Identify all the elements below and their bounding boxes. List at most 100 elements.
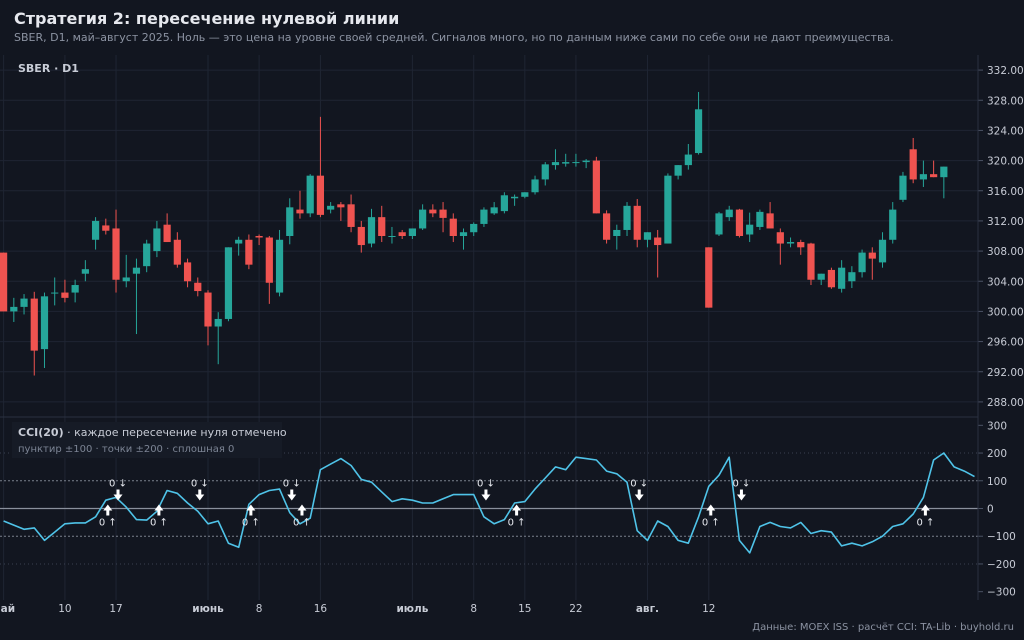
candle <box>378 205 386 243</box>
candle <box>132 258 141 335</box>
candle <box>889 202 897 244</box>
candle-body <box>102 225 110 231</box>
arrow-up-icon <box>706 504 716 516</box>
candle-body <box>163 224 171 243</box>
candle <box>643 232 652 248</box>
price-tick-label: 300.00 <box>987 306 1024 318</box>
candle <box>71 279 79 303</box>
price-y-axis: 288.00 292.00 296.00 300.00 304.00 308.00 312.… <box>978 65 1024 409</box>
crossing-label: 0 ↓ <box>191 479 209 490</box>
candle <box>786 237 795 248</box>
candle <box>183 258 192 288</box>
price-tick-label: 304.00 <box>987 276 1024 288</box>
crossing-markers: 0 ↑ 0 ↓ 0 ↑ 0 ↓ 0 ↑ 0 ↓ 0 ↑ 0 ↓ 0 ↑ 0 ↓ 0 ↑ 0 ↓ 0 ↑ <box>99 479 935 529</box>
candle <box>143 239 151 273</box>
candle <box>153 220 161 258</box>
candle-body <box>511 196 519 199</box>
price-tick-label: 332.00 <box>987 65 1024 77</box>
x-tick-label: июль <box>396 603 428 615</box>
candle <box>541 162 549 186</box>
candle-body <box>173 239 181 265</box>
x-tick-label: 17 <box>109 603 122 615</box>
candle <box>562 153 570 167</box>
crossing-label: 0 ↑ <box>508 518 526 529</box>
candle-body <box>153 228 161 252</box>
page-subtitle: SBER, D1, май–август 2025. Ноль — это це… <box>14 31 894 44</box>
cci-tick-label: 0 <box>987 504 994 516</box>
candle-body <box>746 224 754 235</box>
arrow-up-icon <box>154 504 164 516</box>
arrow-down-icon <box>113 489 123 501</box>
candle-body <box>194 282 202 292</box>
candle <box>10 297 18 322</box>
candle <box>173 232 181 268</box>
x-tick-label: 16 <box>314 603 328 615</box>
cci-panel-label: CCI(20) · каждое пересечение нуля отмече… <box>18 426 287 439</box>
candle <box>316 116 325 218</box>
candle-body <box>71 285 79 293</box>
candle <box>337 202 345 221</box>
candle <box>122 254 130 288</box>
candle <box>204 290 212 346</box>
candle-body <box>735 209 744 236</box>
candle <box>756 209 764 230</box>
candle-body <box>551 162 560 166</box>
candle-body <box>838 267 846 289</box>
candle-body <box>776 232 784 244</box>
price-tick-label: 308.00 <box>987 246 1024 258</box>
candle <box>531 175 539 195</box>
candle <box>674 165 682 180</box>
candle <box>61 279 69 303</box>
candle-body <box>235 239 243 244</box>
candle-body <box>541 164 549 180</box>
candle-body <box>807 243 815 280</box>
crossing-marker: 0 ↓ <box>109 479 127 501</box>
price-tick-label: 312.00 <box>987 216 1024 228</box>
candle-body <box>265 237 273 283</box>
crossing-label: 0 ↓ <box>283 479 301 490</box>
candle-body <box>327 205 335 210</box>
candle <box>459 228 468 250</box>
candle-body <box>705 247 713 308</box>
candle-body <box>521 192 529 197</box>
candle-body <box>613 229 621 236</box>
candle-body <box>398 232 406 236</box>
candle <box>408 228 416 240</box>
candle <box>633 199 641 248</box>
page-title: Стратегия 2: пересечение нулевой линии <box>14 9 400 28</box>
crossing-marker: 0 ↑ <box>702 504 720 529</box>
crossing-label: 0 ↑ <box>293 518 311 529</box>
candle <box>490 202 498 215</box>
x-tick-label: июнь <box>192 603 224 615</box>
candle <box>511 194 519 206</box>
arrow-down-icon <box>481 489 491 501</box>
candle-body <box>429 209 437 214</box>
candle-body <box>940 166 948 178</box>
candle <box>930 160 938 178</box>
candle <box>286 198 294 245</box>
cci-tick-label: 100 <box>987 476 1007 488</box>
candle-body <box>572 162 580 164</box>
candle <box>20 294 28 315</box>
candle <box>245 234 253 270</box>
candle-body <box>296 209 304 214</box>
candle-body <box>122 277 130 282</box>
arrow-up-icon <box>103 504 113 516</box>
candle <box>419 204 427 230</box>
crossing-marker: 0 ↑ <box>508 504 526 529</box>
candle-body <box>388 236 396 237</box>
candle-body <box>347 204 355 227</box>
candle <box>715 211 723 236</box>
candle <box>746 212 754 243</box>
candle <box>480 207 488 227</box>
arrow-up-icon <box>512 504 522 516</box>
candle-body <box>30 298 38 351</box>
candle-body <box>40 296 49 350</box>
candle-body <box>214 318 222 327</box>
arrow-up-icon <box>246 504 256 516</box>
x-tick-label: май <box>0 603 15 615</box>
candle <box>357 220 365 253</box>
x-tick-label: 22 <box>569 603 582 615</box>
candle-body <box>848 272 856 282</box>
candle <box>112 209 120 293</box>
